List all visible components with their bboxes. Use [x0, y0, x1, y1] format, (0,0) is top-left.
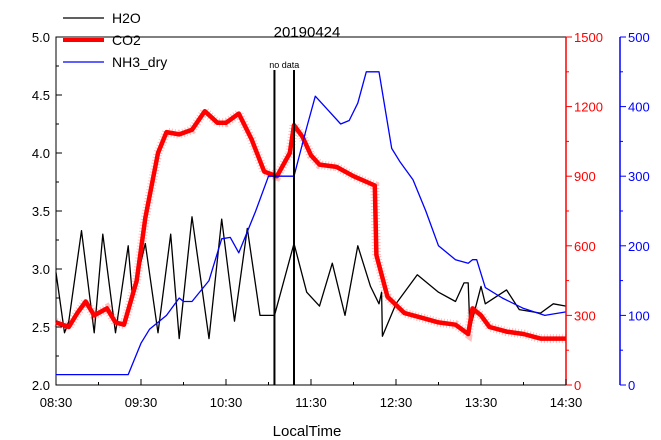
x-axis-tick-label: 14:30: [550, 395, 583, 410]
legend-label: CO2: [112, 32, 141, 48]
right-axis-nh3-tick-label: 300: [628, 169, 650, 184]
plot-border: [55, 36, 567, 386]
x-axis-tick-label: 13:30: [465, 395, 498, 410]
x-axis-tick-label: 11:30: [295, 395, 327, 410]
no-data-annotation: no data: [269, 60, 299, 385]
axes-layer: 2.0 2.5 3.0 3.5 4.0 4.5 5.0 0 300 600 900 1200 1500 0…: [32, 30, 650, 410]
chart-title: 20190424: [274, 24, 341, 41]
right-axis-co2-tick-label: 1200: [574, 100, 603, 115]
annotation-label: no data: [269, 60, 299, 70]
series-co2-noise-band: [54, 104, 566, 344]
series-h2o-line: [55, 216, 567, 340]
right-axis-co2-tick-label: 900: [574, 169, 596, 184]
left-axis-tick-label: 2.0: [32, 378, 50, 393]
plot-frame: [55, 36, 567, 386]
legend-label: H2O: [112, 10, 141, 26]
right-axis-co2-tick-label: 600: [574, 239, 596, 254]
series-co2-line: [55, 108, 566, 341]
left-axis-tick-label: 3.5: [32, 204, 50, 219]
legend: H2O CO2 NH3_dry: [63, 10, 167, 70]
right-axis-nh3-tick-label: 200: [628, 239, 650, 254]
x-axis-tick-label: 08:30: [40, 395, 73, 410]
left-axis-tick-label: 5.0: [32, 30, 50, 45]
left-axis-tick-label: 2.5: [32, 320, 50, 335]
right-axis-co2-tick-label: 1500: [574, 30, 603, 45]
right-axis-co2-tick-label: 0: [574, 378, 581, 393]
x-axis-tick-label: 09:30: [125, 395, 158, 410]
right-axis-nh3-tick-label: 500: [628, 30, 650, 45]
x-axis-tick-label: 12:30: [380, 395, 413, 410]
left-axis-tick-label: 4.0: [32, 146, 50, 161]
series-layer: [54, 71, 567, 376]
right-axis-nh3-tick-label: 100: [628, 308, 650, 323]
right-axis-co2-tick-label: 300: [574, 308, 596, 323]
legend-label: NH3_dry: [112, 54, 167, 70]
series-nh3-dry-line: [56, 71, 567, 376]
left-axis-tick-label: 4.5: [32, 88, 50, 103]
right-axis-nh3-tick-label: 400: [628, 100, 650, 115]
left-axis-tick-label: 3.0: [32, 262, 50, 277]
right-axis-nh3-tick-label: 0: [628, 378, 635, 393]
x-axis-label: LocalTime: [273, 423, 342, 440]
x-axis-tick-label: 10:30: [210, 395, 243, 410]
